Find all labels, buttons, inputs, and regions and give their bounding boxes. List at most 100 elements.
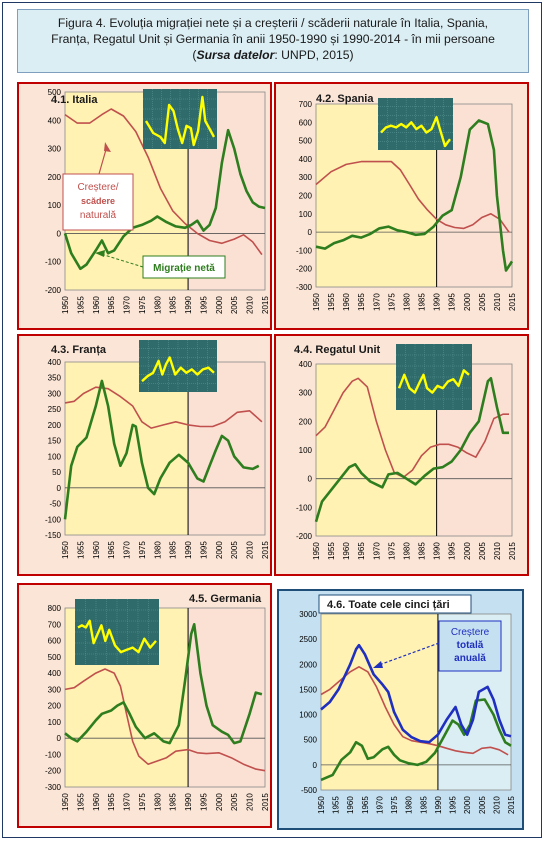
x-tick-label: 1970 <box>123 296 132 314</box>
y-tick-label: 150 <box>48 437 62 446</box>
total-arrow <box>378 642 440 666</box>
x-tick-label: 1965 <box>357 293 366 311</box>
x-tick-label: 1950 <box>312 293 321 311</box>
y-tick-label: 400 <box>48 358 62 367</box>
x-tick-label: 1990 <box>184 541 193 559</box>
x-tick-label: 2015 <box>261 793 270 811</box>
x-tick-label: 1950 <box>61 541 70 559</box>
y-tick-label: 400 <box>299 155 313 164</box>
x-tick-label: 1960 <box>92 793 101 811</box>
total-arrow-head <box>373 661 383 668</box>
panel-regatul-unit: -200 -100 0 100 200 300 400 1950 1955 1960 1965 197… <box>274 334 529 576</box>
y-tick-label: 300 <box>48 389 62 398</box>
series-migration-line <box>63 128 266 271</box>
panel-title: 4.3. Franța <box>51 344 107 356</box>
natural-label-box <box>62 173 134 231</box>
panel-title: 4.2. Spania <box>316 93 374 105</box>
panel-title-box <box>318 594 472 614</box>
x-tick-label: 1985 <box>419 796 428 814</box>
y-tick-label: 100 <box>48 452 62 461</box>
x-tick-label: 2005 <box>478 542 487 560</box>
y-tick-label: 400 <box>48 116 62 125</box>
x-tick-label: 1975 <box>138 296 147 314</box>
x-tick-label: 2015 <box>508 542 517 560</box>
y-tick-label: 1500 <box>299 685 317 694</box>
series-migration-line <box>64 622 263 745</box>
x-tick-label: 1955 <box>76 541 85 559</box>
y-tick-label: 300 <box>299 389 313 398</box>
x-tick-label: 1955 <box>76 296 85 314</box>
x-tick-label: 1950 <box>317 796 326 814</box>
y-tick-label: 300 <box>299 173 313 182</box>
y-tick-label: 250 <box>48 405 62 414</box>
x-tick-label: 1995 <box>199 541 208 559</box>
x-tick-label: 2005 <box>478 293 487 311</box>
migration-arrow-head <box>95 250 105 257</box>
y-tick-label: 200 <box>48 702 62 711</box>
x-tick-label: 1965 <box>107 793 116 811</box>
y-tick-label: 100 <box>299 446 313 455</box>
chart-toate: -500 0 500 1000 1500 2000 2500 3000 1950 1955 1960… <box>299 594 516 814</box>
x-tick-label: 1995 <box>448 293 457 311</box>
x-tick-label: 1960 <box>342 293 351 311</box>
y-tick-label: 200 <box>299 192 313 201</box>
x-tick-label: 1995 <box>448 542 457 560</box>
x-tick-label: 1980 <box>153 296 162 314</box>
plot-border <box>64 607 266 788</box>
x-tick-label: 1960 <box>342 542 351 560</box>
x-tick-label: 1960 <box>346 796 355 814</box>
series-migration-line <box>314 376 509 523</box>
period-1990-2015 <box>188 608 265 787</box>
y-tick-label: 1000 <box>299 711 317 720</box>
y-tick-label: 3000 <box>299 610 317 619</box>
panel-spania: -300 -200 -100 0 100 200 300 400 500 600 700 1950 19… <box>274 82 529 330</box>
title-line-1: Figura 4. Evoluția migrației nete și a c… <box>57 16 489 30</box>
x-tick-label: 2005 <box>230 541 239 559</box>
panel-germania: -300 -200 -100 0 100 200 300 400 500 600 700 800 195… <box>17 583 272 828</box>
x-tick-label: 1965 <box>107 541 116 559</box>
migration-label-text: Migrație netă <box>153 263 215 274</box>
y-tick-label: -100 <box>296 503 313 512</box>
chart-italia: -200 -100 0 100 200 300 400 500 1950 1955 1960 1965… <box>45 88 270 314</box>
y-tick-label: 0 <box>308 475 313 484</box>
x-tick-label: 1980 <box>153 541 162 559</box>
series-natural-line <box>64 108 263 256</box>
natural-label-text: naturală <box>80 210 117 221</box>
y-tick-label: 0 <box>57 229 62 238</box>
x-tick-label: 1955 <box>327 542 336 560</box>
inset-sparkline <box>144 95 216 147</box>
x-tick-label: 1960 <box>92 541 101 559</box>
x-tick-label: 2015 <box>508 293 517 311</box>
migration-arrow <box>100 253 144 268</box>
series-natural-line <box>64 386 263 429</box>
y-tick-label: -200 <box>45 286 62 295</box>
x-tick-label: 1975 <box>387 293 396 311</box>
total-label-box <box>438 620 502 672</box>
x-tick-label: 1950 <box>61 793 70 811</box>
x-tick-label: 1965 <box>357 542 366 560</box>
x-tick-label: 1970 <box>372 293 381 311</box>
x-tick-label: 1995 <box>199 793 208 811</box>
x-tick-label: 2000 <box>215 541 224 559</box>
inset-sparkline <box>77 619 157 654</box>
y-tick-label: -300 <box>45 783 62 792</box>
x-tick-label: 1950 <box>61 296 70 314</box>
x-tick-label: 1985 <box>169 296 178 314</box>
natural-label-text: scădere <box>81 196 115 206</box>
x-tick-label: 2000 <box>463 796 472 814</box>
y-tick-label: 100 <box>48 718 62 727</box>
natural-arrow-head <box>104 142 111 152</box>
x-tick-label: 1965 <box>361 796 370 814</box>
x-tick-label: 1955 <box>332 796 341 814</box>
x-tick-label: 2000 <box>215 793 224 811</box>
y-tick-label: -100 <box>296 246 313 255</box>
y-tick-label: 600 <box>299 118 313 127</box>
x-tick-label: 2010 <box>493 542 502 560</box>
y-tick-label: 200 <box>48 173 62 182</box>
title-source: (Sursa datelor: UNPD, 2015) <box>192 48 354 62</box>
panel-title: 4.5. Germania <box>189 593 262 605</box>
x-tick-label: 1985 <box>169 541 178 559</box>
y-tick-label: 500 <box>48 653 62 662</box>
x-tick-label: 1975 <box>138 793 147 811</box>
inset-sparkline <box>397 369 470 394</box>
